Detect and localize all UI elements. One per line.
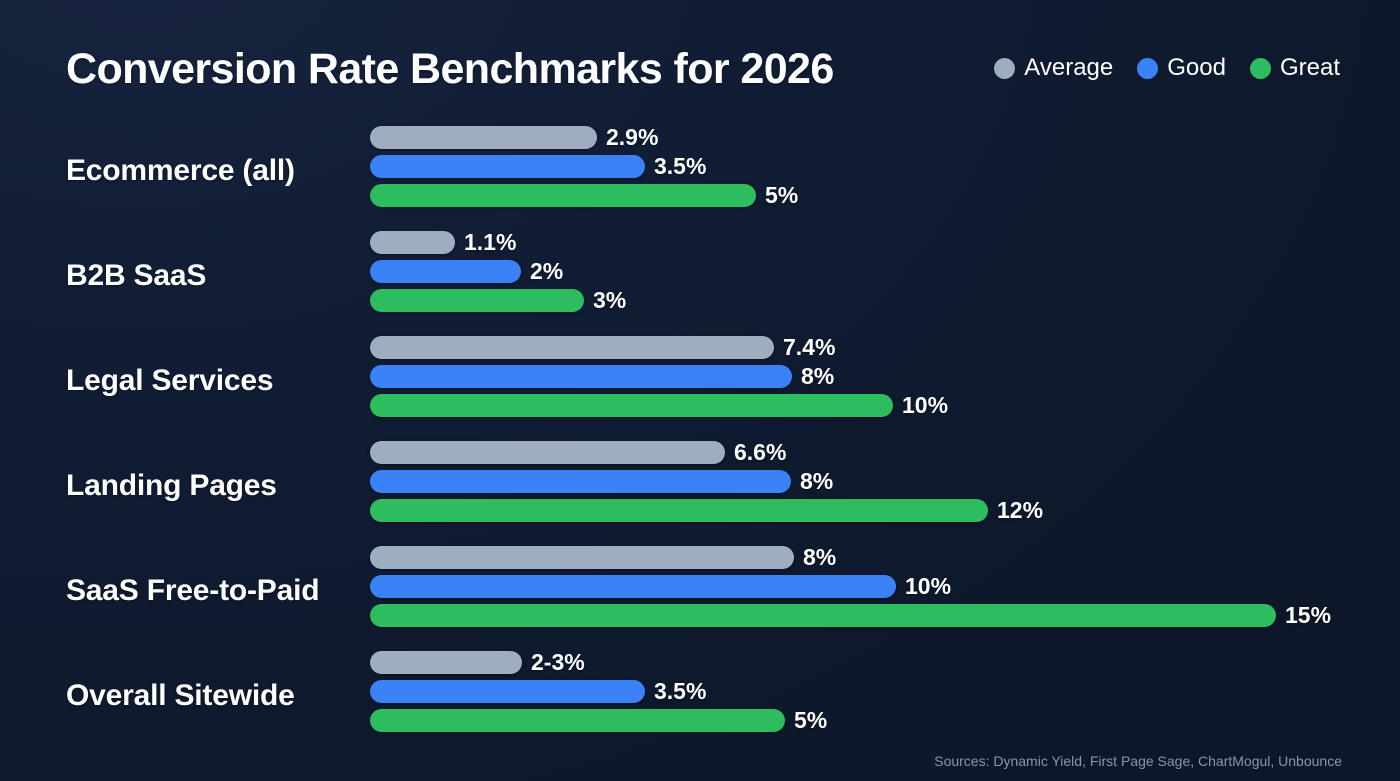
bar-value-label: 7.4% bbox=[783, 334, 836, 360]
bar-average[interactable] bbox=[370, 126, 597, 149]
bar-value-label: 3.5% bbox=[654, 153, 707, 179]
bar-great[interactable] bbox=[370, 184, 756, 207]
legend-label: Great bbox=[1279, 54, 1340, 81]
bar-row: 12% bbox=[370, 499, 1400, 522]
legend-label: Good bbox=[1167, 54, 1226, 81]
legend-swatch-great-icon bbox=[1249, 57, 1271, 79]
bar-value-label: 8% bbox=[801, 363, 835, 389]
bar-great[interactable] bbox=[370, 709, 785, 732]
bar-row: 5% bbox=[370, 709, 1400, 732]
bar-row: 1.1% bbox=[370, 231, 1400, 254]
bar-average[interactable] bbox=[370, 546, 794, 569]
bar-stack: 1.1% 2% 3% bbox=[370, 231, 1400, 312]
bar-value-label: 5% bbox=[765, 182, 799, 208]
bar-row: 8% bbox=[370, 546, 1400, 569]
chart-group: B2B SaaS 1.1% 2% 3% bbox=[0, 223, 1400, 328]
bar-row: 15% bbox=[370, 604, 1400, 627]
chart-group: Ecommerce (all) 2.9% 3.5% 5% bbox=[0, 118, 1400, 223]
legend-item-average[interactable]: Average bbox=[994, 56, 1113, 80]
bar-row: 6.6% bbox=[370, 441, 1400, 464]
bar-value-label: 2.9% bbox=[606, 124, 659, 150]
bar-value-label: 1.1% bbox=[464, 229, 517, 255]
bar-value-label: 6.6% bbox=[734, 439, 787, 465]
chart-group: Overall Sitewide 2-3% 3.5% 5% bbox=[0, 643, 1400, 748]
bar-value-label: 2-3% bbox=[531, 649, 585, 675]
bar-value-label: 5% bbox=[794, 707, 828, 733]
chart-group: SaaS Free-to-Paid 8% 10% 15% bbox=[0, 538, 1400, 643]
chart-group: Legal Services 7.4% 8% 10% bbox=[0, 328, 1400, 433]
legend-swatch-good-icon bbox=[1137, 57, 1159, 79]
bar-row: 8% bbox=[370, 365, 1400, 388]
bar-great[interactable] bbox=[370, 289, 584, 312]
bar-row: 2% bbox=[370, 260, 1400, 283]
bar-good[interactable] bbox=[370, 575, 896, 598]
bar-average[interactable] bbox=[370, 336, 774, 359]
bar-row: 5% bbox=[370, 184, 1400, 207]
bar-row: 3.5% bbox=[370, 155, 1400, 178]
bar-great[interactable] bbox=[370, 499, 988, 522]
bar-stack: 8% 10% 15% bbox=[370, 546, 1400, 627]
bar-row: 10% bbox=[370, 575, 1400, 598]
bar-row: 8% bbox=[370, 470, 1400, 493]
chart-group: Landing Pages 6.6% 8% 12% bbox=[0, 433, 1400, 538]
category-label: B2B SaaS bbox=[66, 258, 207, 292]
bar-value-label: 10% bbox=[905, 573, 952, 599]
bar-good[interactable] bbox=[370, 155, 645, 178]
bar-stack: 6.6% 8% 12% bbox=[370, 441, 1400, 522]
bar-value-label: 8% bbox=[803, 544, 837, 570]
sources-note: Sources: Dynamic Yield, First Page Sage,… bbox=[934, 753, 1342, 769]
category-label: SaaS Free-to-Paid bbox=[66, 573, 320, 607]
bar-great[interactable] bbox=[370, 604, 1276, 627]
bar-great[interactable] bbox=[370, 394, 893, 417]
bar-value-label: 8% bbox=[800, 468, 834, 494]
category-label: Ecommerce (all) bbox=[66, 153, 295, 187]
bar-value-label: 3.5% bbox=[654, 678, 707, 704]
legend-label: Average bbox=[1024, 54, 1114, 81]
bar-average[interactable] bbox=[370, 231, 455, 254]
legend-item-good[interactable]: Good bbox=[1137, 56, 1226, 80]
bar-stack: 2-3% 3.5% 5% bbox=[370, 651, 1400, 732]
bar-good[interactable] bbox=[370, 680, 645, 703]
category-label: Landing Pages bbox=[66, 468, 277, 502]
bar-value-label: 3% bbox=[593, 287, 627, 313]
chart-header: Conversion Rate Benchmarks for 2026 Aver… bbox=[66, 36, 1340, 102]
bar-row: 7.4% bbox=[370, 336, 1400, 359]
category-label: Overall Sitewide bbox=[66, 678, 295, 712]
bar-value-label: 12% bbox=[997, 497, 1044, 523]
bar-average[interactable] bbox=[370, 651, 522, 674]
chart-legend: Average Good Great bbox=[994, 56, 1340, 82]
legend-item-great[interactable]: Great bbox=[1249, 54, 1340, 81]
bar-average[interactable] bbox=[370, 441, 725, 464]
bar-value-label: 10% bbox=[902, 392, 949, 418]
category-label: Legal Services bbox=[66, 363, 274, 397]
bar-stack: 7.4% 8% 10% bbox=[370, 336, 1400, 417]
bar-good[interactable] bbox=[370, 470, 791, 493]
bar-row: 10% bbox=[370, 394, 1400, 417]
bar-row: 2.9% bbox=[370, 126, 1400, 149]
bar-value-label: 2% bbox=[530, 258, 564, 284]
chart-plot-area: Ecommerce (all) 2.9% 3.5% 5% B2B SaaS 1.1% 2% 3… bbox=[0, 118, 1400, 748]
page-title: Conversion Rate Benchmarks for 2026 bbox=[66, 44, 834, 93]
bar-value-label: 15% bbox=[1285, 602, 1332, 628]
bar-good[interactable] bbox=[370, 365, 792, 388]
bar-row: 3% bbox=[370, 289, 1400, 312]
bar-row: 3.5% bbox=[370, 680, 1400, 703]
bar-stack: 2.9% 3.5% 5% bbox=[370, 126, 1400, 207]
legend-swatch-average-icon bbox=[994, 57, 1016, 79]
bar-good[interactable] bbox=[370, 260, 521, 283]
bar-row: 2-3% bbox=[370, 651, 1400, 674]
